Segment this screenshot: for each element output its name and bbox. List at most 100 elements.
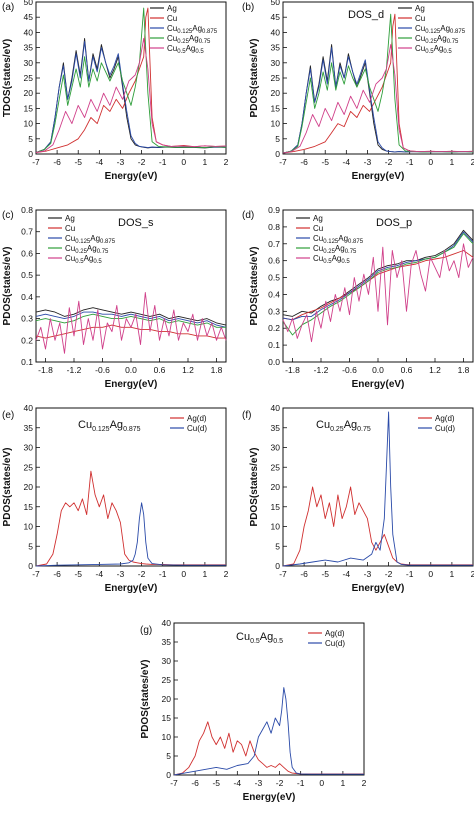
y-tick-label: 30 bbox=[162, 656, 172, 666]
x-axis-label: Energy(eV) bbox=[105, 171, 158, 182]
legend-entry: Ag bbox=[313, 214, 323, 223]
y-axis-label: PDOS(states/eV) bbox=[249, 247, 260, 326]
y-tick-label: 0.6 bbox=[21, 248, 33, 258]
panel-label: (e) bbox=[2, 410, 14, 421]
legend-entry: Cu bbox=[313, 224, 323, 233]
x-axis-label: Energy(eV) bbox=[352, 379, 405, 390]
x-tick-label: 1 bbox=[450, 157, 455, 167]
y-tick-label: 15 bbox=[24, 103, 34, 113]
x-tick-label: -5 bbox=[321, 569, 329, 579]
y-tick-label: 0.2 bbox=[268, 323, 280, 333]
x-tick-label: 2 bbox=[362, 778, 367, 788]
series-line bbox=[35, 41, 227, 153]
y-tick-label: 35 bbox=[271, 43, 281, 53]
y-tick-label: 20 bbox=[24, 482, 34, 492]
y-tick-label: 0.6 bbox=[268, 256, 280, 266]
x-tick-label: -6 bbox=[53, 569, 61, 579]
y-tick-label: 30 bbox=[271, 443, 281, 453]
y-tick-label: 0.9 bbox=[268, 205, 280, 215]
panel-title: Cu0.5Ag0.5 bbox=[236, 631, 283, 645]
chart-panel-e: -7 -6 -5 -4 -3 -2 -1 0 1 20510152025303540Energy(… bbox=[2, 403, 229, 594]
chart-panel-c: -1.8 -1.2 -0.6 0.0 0.6 1.2 1.8 0.1 0.2 0.3 0.4 0.5 0… bbox=[2, 205, 227, 390]
y-tick-label: 25 bbox=[162, 675, 172, 685]
y-tick-label: 35 bbox=[162, 637, 172, 647]
x-tick-label: -1 bbox=[297, 778, 305, 788]
x-tick-label: -1.2 bbox=[314, 365, 329, 375]
y-tick-label: 0.5 bbox=[21, 270, 33, 280]
x-tick-label: -7 bbox=[279, 569, 287, 579]
y-axis-label: PDOS(states/eV) bbox=[2, 247, 13, 326]
x-tick-label: -4 bbox=[96, 157, 104, 167]
y-tick-label: 40 bbox=[24, 403, 34, 413]
x-tick-label: 0 bbox=[319, 778, 324, 788]
y-tick-label: 30 bbox=[271, 58, 281, 68]
panel-label: (g) bbox=[140, 625, 152, 636]
x-tick-label: 1.2 bbox=[429, 365, 441, 375]
legend-entry: Cu0.25Ag0.75 bbox=[415, 34, 459, 45]
series-line bbox=[35, 502, 226, 567]
x-tick-label: -3 bbox=[117, 569, 125, 579]
y-tick-label: 10 bbox=[162, 732, 172, 742]
legend-entry: Cu bbox=[415, 14, 425, 23]
y-tick-label: 40 bbox=[271, 403, 281, 413]
x-axis-label: Energy(eV) bbox=[105, 379, 158, 390]
series-line bbox=[282, 44, 474, 154]
panel-title: DOS_s bbox=[118, 217, 154, 229]
y-tick-label: 0.3 bbox=[21, 314, 33, 324]
series-line bbox=[35, 292, 227, 354]
y-tick-label: 25 bbox=[24, 73, 34, 83]
x-tick-label: -3 bbox=[364, 569, 372, 579]
series-line bbox=[282, 486, 473, 567]
x-tick-label: -7 bbox=[32, 569, 40, 579]
x-tick-label: -1.8 bbox=[38, 365, 53, 375]
x-tick-label: -4 bbox=[96, 569, 104, 579]
x-axis-label: Energy(eV) bbox=[243, 792, 296, 803]
chart-panel-f: -7 -6 -5 -4 -3 -2 -1 0 1 20510152025303540Energy(… bbox=[242, 403, 474, 594]
y-axis-label: PDOS(states/eV) bbox=[2, 448, 13, 527]
series-line bbox=[282, 44, 474, 154]
y-tick-label: 15 bbox=[271, 103, 281, 113]
legend-entry: Cu0.5Ag0.5 bbox=[313, 254, 350, 265]
y-tick-label: 15 bbox=[271, 502, 281, 512]
panel-label: (a) bbox=[2, 2, 14, 13]
legend-entry: Cu(d) bbox=[187, 424, 207, 433]
y-tick-label: 5 bbox=[28, 134, 33, 144]
x-tick-label: 2 bbox=[471, 157, 474, 167]
y-tick-label: 10 bbox=[24, 522, 34, 532]
x-tick-label: -7 bbox=[32, 157, 40, 167]
y-tick-label: 20 bbox=[271, 482, 281, 492]
legend-entry: Cu0.25Ag0.75 bbox=[65, 244, 109, 255]
legend-entry: Cu0.5Ag0.5 bbox=[167, 44, 204, 55]
y-tick-label: 0.5 bbox=[268, 273, 280, 283]
x-tick-label: 2 bbox=[224, 569, 229, 579]
x-tick-label: -3 bbox=[364, 157, 372, 167]
x-tick-label: -6 bbox=[300, 157, 308, 167]
x-tick-label: -3 bbox=[117, 157, 125, 167]
y-tick-label: 35 bbox=[24, 43, 34, 53]
legend-entry: Cu bbox=[167, 14, 177, 23]
x-tick-label: -3 bbox=[255, 778, 263, 788]
legend-entry: Cu0.5Ag0.5 bbox=[65, 254, 102, 265]
series-line bbox=[282, 233, 474, 336]
y-tick-label: 20 bbox=[24, 88, 34, 98]
y-tick-label: 0.7 bbox=[21, 227, 33, 237]
x-tick-label: 1 bbox=[203, 157, 208, 167]
y-tick-label: 0.1 bbox=[268, 340, 280, 350]
y-tick-label: 0.3 bbox=[268, 306, 280, 316]
x-tick-label: -4 bbox=[343, 569, 351, 579]
legend-entry: Ag(d) bbox=[187, 414, 207, 423]
x-tick-label: -1 bbox=[159, 157, 167, 167]
x-tick-label: 1.8 bbox=[211, 365, 223, 375]
x-tick-label: -0.6 bbox=[342, 365, 357, 375]
y-tick-label: 0.4 bbox=[21, 292, 33, 302]
legend-entry: Ag bbox=[415, 4, 425, 13]
legend-entry: Ag(d) bbox=[325, 629, 345, 638]
y-tick-label: 45 bbox=[271, 12, 281, 22]
x-tick-label: -7 bbox=[170, 778, 178, 788]
x-tick-label: 0.6 bbox=[401, 365, 413, 375]
x-tick-label: 0 bbox=[428, 569, 433, 579]
x-tick-label: -5 bbox=[212, 778, 220, 788]
x-tick-label: 0.0 bbox=[125, 365, 137, 375]
panel-title: Cu0.25Ag0.75 bbox=[316, 419, 371, 433]
legend-entry: Cu(d) bbox=[435, 424, 455, 433]
